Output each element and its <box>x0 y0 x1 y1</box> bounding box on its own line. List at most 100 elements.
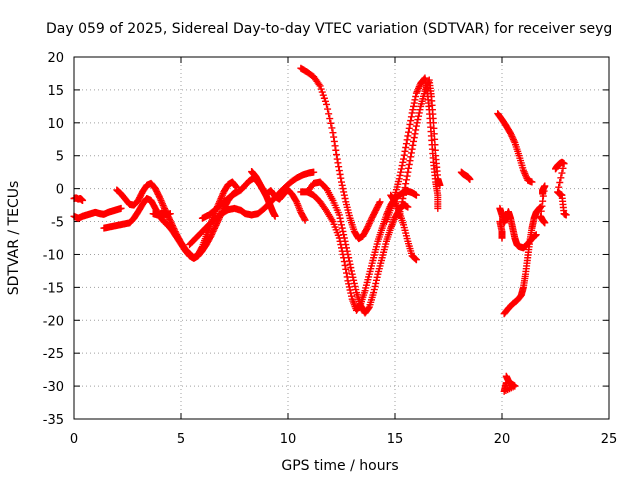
data-point-arc-14 <box>413 119 421 127</box>
x-tick-label: 25 <box>601 432 618 447</box>
data-point-arc-11 <box>342 244 350 252</box>
x-axis-label: GPS time / hours <box>281 458 398 474</box>
data-point-arc-13 <box>399 158 407 166</box>
y-tick-label: 15 <box>47 84 64 99</box>
data-point-arc-10 <box>365 221 373 229</box>
data-point-arc-10 <box>363 224 371 232</box>
data-point-arc-10 <box>333 151 341 159</box>
data-point-arc-11 <box>345 257 353 265</box>
y-tick-label: -20 <box>43 314 64 329</box>
data-point-arc-13 <box>400 151 408 159</box>
x-tick-label: 10 <box>280 432 297 447</box>
data-point-arc-1 <box>117 204 125 212</box>
data-point-arc-10 <box>334 159 342 167</box>
data-point-arc-22 <box>562 211 570 219</box>
data-point-arc-13 <box>397 165 405 173</box>
data-point-arc-4 <box>210 226 218 234</box>
data-point-arc-21 <box>539 197 547 205</box>
data-point-arc-13 <box>409 106 417 114</box>
data-point-arc-11 <box>340 234 348 242</box>
data-point-arc-11 <box>346 260 354 268</box>
data-point-arc-21 <box>541 219 549 227</box>
data-point-arc-13 <box>410 99 418 107</box>
data-point-arc-10 <box>330 137 338 145</box>
data-point-arc-11 <box>341 237 349 245</box>
data-point-arc-12 <box>412 256 420 264</box>
data-point-arc-10 <box>324 105 332 113</box>
y-tick-label: 10 <box>47 117 64 132</box>
y-tick-label: 5 <box>56 150 64 165</box>
y-tick-label: 20 <box>47 51 64 66</box>
data-point-arc-10 <box>338 181 346 189</box>
data-point-arc-10 <box>321 97 329 105</box>
data-point-arc-22 <box>557 174 565 182</box>
data-point-arc-14 <box>401 184 409 192</box>
data-point-arc-11 <box>372 276 380 284</box>
data-point-arc-10 <box>328 124 336 132</box>
data-point-arc-11 <box>352 286 360 294</box>
x-tick-label: 0 <box>70 432 78 447</box>
data-point-arc-14 <box>410 134 418 142</box>
data-point-arc-10 <box>337 174 345 182</box>
y-tick-label: -35 <box>43 413 64 428</box>
data-point-arc-10 <box>325 110 333 118</box>
data-point-arc-16 <box>509 134 517 142</box>
data-point-arc-6 <box>301 216 309 224</box>
data-point-arc-14 <box>400 191 408 199</box>
data-point-arc-3 <box>155 192 163 200</box>
x-tick-label: 20 <box>494 432 511 447</box>
data-point-arc-11 <box>348 270 356 278</box>
data-point-arc-13 <box>397 168 405 176</box>
data-point-arc-16 <box>510 137 518 145</box>
data-point-arc-14 <box>399 195 407 203</box>
y-tick-label: -30 <box>43 380 64 395</box>
data-point-arc-14 <box>405 164 413 172</box>
data-point-arc-10 <box>375 199 383 207</box>
y-tick-label: -25 <box>43 347 64 362</box>
data-point-arc-13 <box>402 140 410 148</box>
data-point-arc-14 <box>412 122 420 130</box>
data-point-arc-10 <box>332 146 340 154</box>
data-point-arc-14 <box>404 168 412 176</box>
data-point-arc-13 <box>401 147 409 155</box>
data-point-arc-10 <box>320 94 328 102</box>
data-point-arc-11 <box>370 286 378 294</box>
data-point-arc-11 <box>372 279 380 287</box>
data-point-arc-19 <box>537 203 545 211</box>
data-point-arc-13 <box>434 204 442 212</box>
data-point-arc-11 <box>336 214 344 222</box>
data-point-arc-10 <box>331 142 339 150</box>
data-point-arc-14 <box>436 181 444 189</box>
data-point-arc-10 <box>327 119 335 127</box>
data-point-arc-10 <box>329 129 337 137</box>
data-point-arc-20 <box>502 379 510 387</box>
data-point-arc-10 <box>316 82 324 90</box>
data-point-arc-9 <box>341 261 349 269</box>
data-point-arc-10 <box>319 91 327 99</box>
data-point-arc-11 <box>338 224 346 232</box>
data-point-arc-14 <box>416 106 424 114</box>
data-point-arc-21 <box>539 192 547 200</box>
data-point-arc-14 <box>412 126 420 134</box>
data-point-arc-2 <box>79 196 87 204</box>
y-tick-label: 0 <box>56 183 64 198</box>
data-point-arc-14 <box>400 187 408 195</box>
data-point-arc-14 <box>403 172 411 180</box>
data-point-arc-10 <box>376 198 384 206</box>
data-point-arc-14 <box>402 176 410 184</box>
data-point-arc-13 <box>395 175 403 183</box>
data-point-arc-21 <box>540 187 548 195</box>
data-point-arc-11 <box>337 218 345 226</box>
data-point-arc-14 <box>415 109 423 117</box>
data-point-arc-14 <box>402 180 410 188</box>
data-point-arc-13 <box>411 96 419 104</box>
data-point-arc-11 <box>345 254 353 262</box>
data-point-arc-14 <box>406 157 414 165</box>
data-point-arc-11 <box>347 264 355 272</box>
data-point-arc-14 <box>405 161 413 169</box>
data-point-arc-10 <box>335 163 343 171</box>
data-point-arc-9 <box>347 292 355 300</box>
data-point-arc-11 <box>343 247 351 255</box>
data-point-arc-22 <box>560 160 568 168</box>
